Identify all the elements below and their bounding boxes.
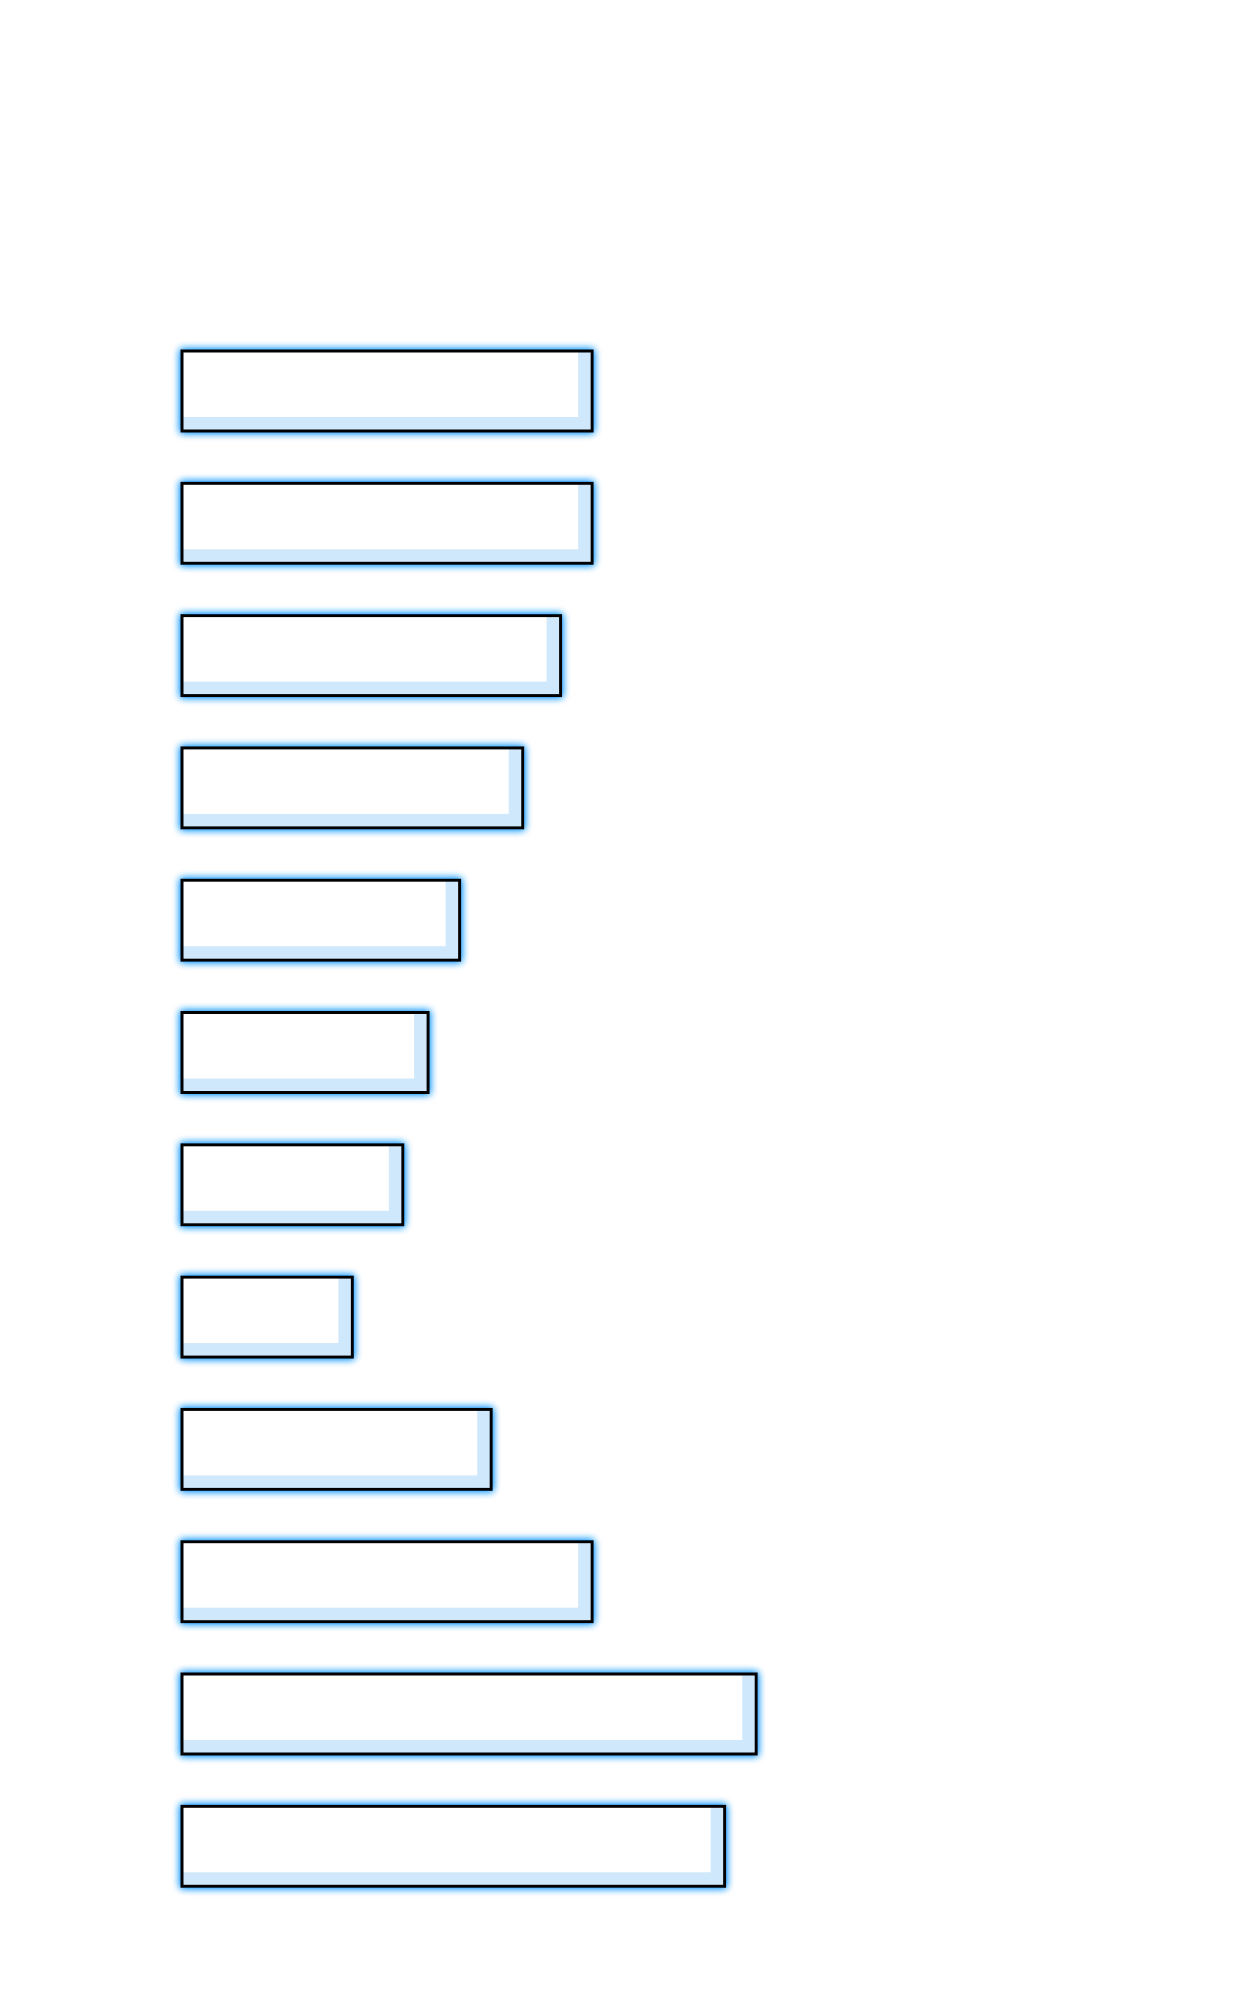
bar-group — [180, 1275, 354, 1359]
bar — [180, 1407, 493, 1491]
bar-face — [182, 1012, 415, 1079]
bar-face — [182, 1541, 579, 1608]
bar-face — [182, 1409, 478, 1476]
bar-group — [180, 481, 594, 565]
bar-group — [180, 1540, 594, 1624]
bar — [180, 614, 563, 698]
bar-group — [180, 1672, 758, 1756]
bar-face — [182, 483, 579, 550]
bar-face — [182, 1144, 389, 1211]
bar-face — [182, 747, 509, 814]
bar-face — [182, 1674, 743, 1740]
bar — [180, 1672, 758, 1756]
bar-group — [180, 1143, 405, 1227]
bar-face — [182, 351, 579, 417]
bar-group — [180, 1407, 493, 1491]
bar-group — [180, 1804, 727, 1888]
bar-group — [180, 614, 563, 698]
bar — [180, 1275, 354, 1359]
plot-area — [170, 233, 813, 1949]
bar — [180, 746, 525, 830]
bar-group — [180, 746, 525, 830]
bar-face — [182, 1806, 711, 1873]
bar — [180, 878, 462, 962]
bar — [180, 1804, 727, 1888]
bar-face — [182, 1277, 339, 1344]
bar-group — [180, 1011, 430, 1094]
bar-group — [180, 878, 462, 962]
bar — [180, 1011, 430, 1094]
bar-face — [182, 880, 446, 947]
bar-group — [180, 349, 594, 433]
bar — [180, 1143, 405, 1227]
